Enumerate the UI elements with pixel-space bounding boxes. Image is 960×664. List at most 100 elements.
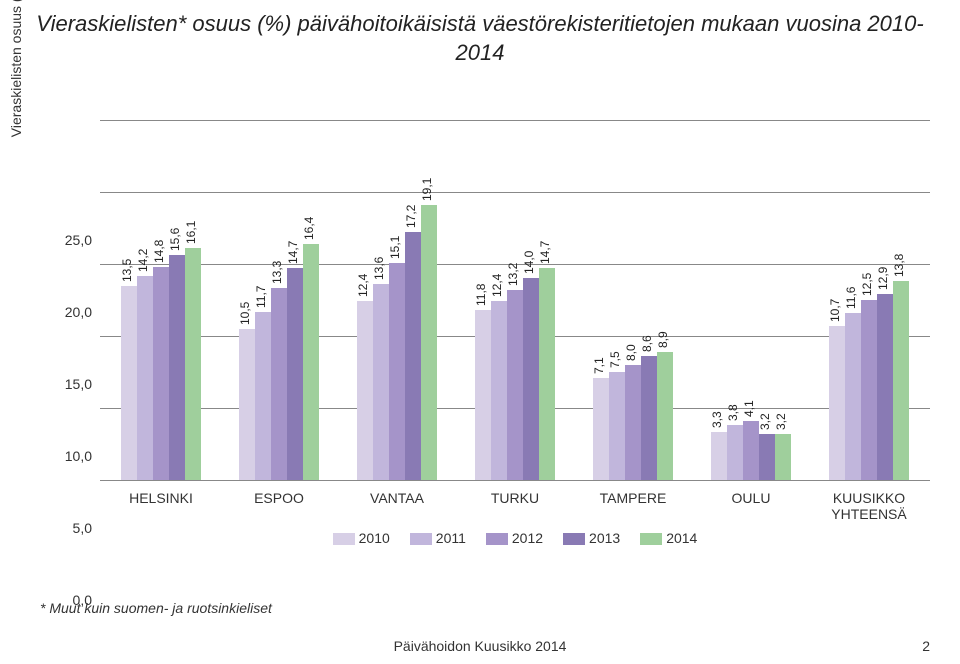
bar <box>475 310 491 480</box>
bar <box>829 326 845 480</box>
bar-value-label: 3,8 <box>726 405 740 422</box>
bar-value-label: 17,2 <box>404 205 418 228</box>
bar <box>861 300 877 480</box>
bar <box>877 294 893 480</box>
bar-value-label: 11,7 <box>254 285 268 307</box>
bar-value-label: 15,6 <box>168 228 182 251</box>
y-axis-title: Vieraskielisten osuus (%) päivähoitoikäi… <box>8 0 24 180</box>
bar <box>405 232 421 480</box>
bar-value-label: 8,0 <box>624 344 638 361</box>
plot-region: HELSINKI13,514,214,815,616,1ESPOO10,511,… <box>100 120 930 480</box>
bar <box>287 268 303 480</box>
bar-value-label: 7,1 <box>592 357 606 374</box>
bar-value-label: 12,4 <box>356 274 370 297</box>
bar-value-label: 13,3 <box>270 261 284 284</box>
x-tick-label: ESPOO <box>239 490 319 506</box>
x-tick-label: TURKU <box>475 490 555 506</box>
legend-label: 2011 <box>436 530 466 546</box>
bar <box>121 286 137 480</box>
bar <box>523 278 539 480</box>
bar <box>641 356 657 480</box>
gridline <box>100 480 930 481</box>
bar <box>357 301 373 480</box>
bar-value-label: 8,9 <box>656 331 670 348</box>
bar <box>593 378 609 480</box>
legend-item: 2012 <box>486 530 543 546</box>
bar <box>389 263 405 480</box>
legend-swatch <box>563 533 585 545</box>
bar <box>169 255 185 480</box>
bar <box>271 288 287 480</box>
bar-value-label: 13,6 <box>372 257 386 280</box>
page-number: 2 <box>922 638 930 654</box>
y-tick-label: 15,0 <box>52 376 92 392</box>
bar-value-label: 8,6 <box>640 335 654 352</box>
legend-swatch <box>640 533 662 545</box>
bar <box>153 267 169 480</box>
bar-value-label: 10,7 <box>828 299 842 322</box>
bar <box>711 432 727 480</box>
bar <box>421 205 437 480</box>
bar-value-label: 14,2 <box>136 248 150 271</box>
bar-value-label: 14,7 <box>538 241 552 264</box>
legend-item: 2010 <box>333 530 390 546</box>
bar <box>137 276 153 480</box>
x-tick-label: VANTAA <box>357 490 437 506</box>
bar-value-label: 10,5 <box>238 301 252 324</box>
footnote: * Muut kuin suomen- ja ruotsinkieliset <box>40 600 272 616</box>
legend: 2010 2011 2012 2013 2014 <box>100 530 930 548</box>
bar <box>303 244 319 480</box>
legend-label: 2010 <box>359 530 390 546</box>
gridline <box>100 192 930 193</box>
bar <box>893 281 909 480</box>
bar <box>657 352 673 480</box>
bar <box>609 372 625 480</box>
bar-value-label: 13,2 <box>506 263 520 286</box>
bar-value-label: 4,1 <box>742 400 756 417</box>
legend-label: 2013 <box>589 530 620 546</box>
legend-swatch <box>333 533 355 545</box>
bar-value-label: 7,5 <box>608 351 622 368</box>
bar-value-label: 12,5 <box>860 273 874 296</box>
bar <box>775 434 791 480</box>
bar <box>625 365 641 480</box>
bar-value-label: 3,3 <box>710 412 724 429</box>
bar-value-label: 3,2 <box>758 413 772 430</box>
legend-item: 2013 <box>563 530 620 546</box>
y-tick-label: 20,0 <box>52 304 92 320</box>
y-tick-label: 25,0 <box>52 232 92 248</box>
bar-value-label: 3,2 <box>774 413 788 430</box>
bar-value-label: 14,7 <box>286 241 300 264</box>
bar-value-label: 14,0 <box>522 251 536 274</box>
chart-title: Vieraskielisten* osuus (%) päivähoitoikä… <box>0 0 960 67</box>
footer-center: Päivähoidon Kuusikko 2014 <box>0 638 960 654</box>
bar <box>759 434 775 480</box>
bar <box>185 248 201 480</box>
bar <box>373 284 389 480</box>
x-tick-label: HELSINKI <box>121 490 201 506</box>
bar <box>255 312 271 480</box>
x-tick-label: TAMPERE <box>593 490 673 506</box>
bar-value-label: 19,1 <box>420 178 434 201</box>
x-tick-label: KUUSIKKOYHTEENSÄ <box>829 490 909 522</box>
bar <box>845 313 861 480</box>
bar-value-label: 13,8 <box>892 254 906 277</box>
chart-area: Vieraskielisten osuus (%) päivähoitoikäi… <box>0 120 960 580</box>
bar-value-label: 11,6 <box>844 287 858 309</box>
bar-value-label: 13,5 <box>120 258 134 281</box>
legend-label: 2012 <box>512 530 543 546</box>
y-tick-label: 10,0 <box>52 448 92 464</box>
bar-value-label: 14,8 <box>152 240 166 263</box>
bar-value-label: 16,1 <box>184 221 198 244</box>
x-tick-label: OULU <box>711 490 791 506</box>
bar <box>743 421 759 480</box>
bar-value-label: 12,9 <box>876 267 890 290</box>
legend-swatch <box>486 533 508 545</box>
bar-value-label: 12,4 <box>490 274 504 297</box>
bar <box>239 329 255 480</box>
bar <box>507 290 523 480</box>
y-tick-label: 5,0 <box>52 520 92 536</box>
legend-label: 2014 <box>666 530 697 546</box>
legend-item: 2014 <box>640 530 697 546</box>
legend-item: 2011 <box>410 530 466 546</box>
